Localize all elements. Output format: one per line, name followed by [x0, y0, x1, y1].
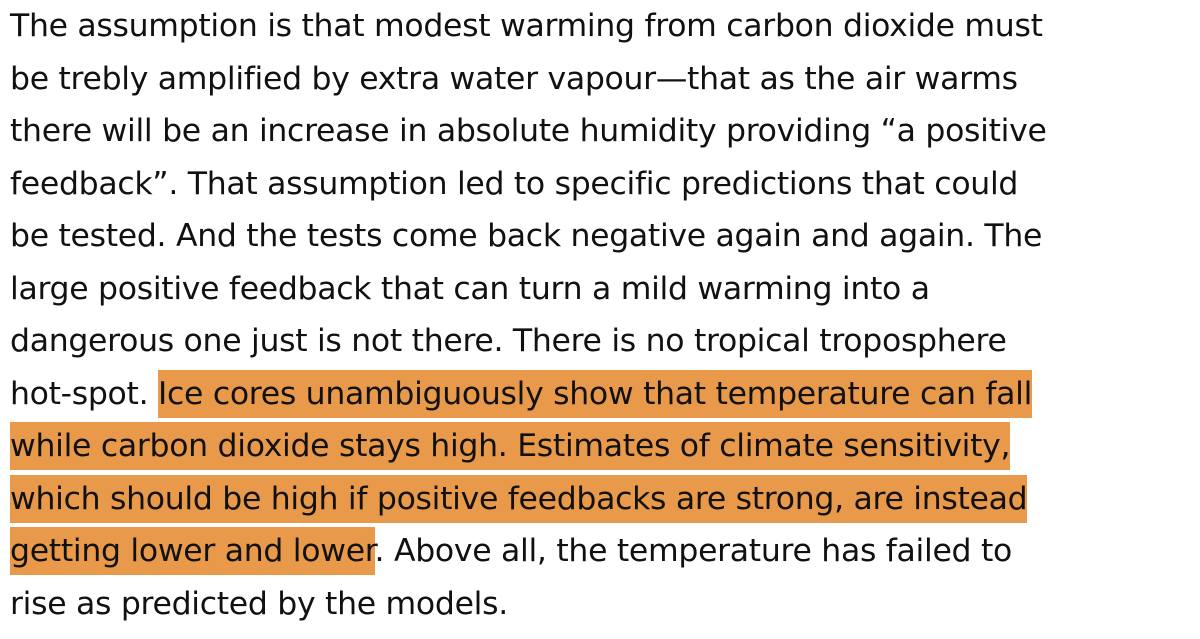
text-line: feedback”. That assumption led to specif… — [10, 158, 1200, 211]
text-segment: be tested. And the tests come back negat… — [10, 218, 1043, 254]
text-line: there will be an increase in absolute hu… — [10, 105, 1200, 158]
text-segment: be trebly amplified by extra water vapou… — [10, 60, 1018, 97]
text-line: while carbon dioxide stays high. Estimat… — [10, 420, 1200, 473]
highlighted-text: getting lower and lower — [10, 527, 375, 575]
article-paragraph: The assumption is that modest warming fr… — [10, 0, 1200, 630]
text-line: be trebly amplified by extra water vapou… — [10, 53, 1200, 106]
text-segment: dangerous one just is not there. There i… — [10, 323, 1007, 359]
text-segment: . Above all, the temperature has failed … — [374, 533, 1013, 569]
text-segment: there will be an increase in absolute hu… — [10, 113, 1047, 149]
text-segment: hot-spot. — [10, 375, 159, 412]
text-line: The assumption is that modest warming fr… — [10, 0, 1200, 53]
text-line: dangerous one just is not there. There i… — [10, 315, 1200, 368]
highlighted-text: Ice cores unambiguously show that temper… — [158, 369, 1032, 418]
text-line: hot-spot. Ice cores unambiguously show t… — [10, 368, 1200, 421]
text-line: rise as predicted by the models. — [10, 578, 1200, 631]
text-line: which should be high if positive feedbac… — [10, 473, 1200, 526]
highlighted-text: while carbon dioxide stays high. Estimat… — [10, 422, 1011, 470]
text-segment: feedback”. That assumption led to specif… — [10, 165, 1019, 202]
text-line: getting lower and lower. Above all, the … — [10, 525, 1200, 578]
text-line: large positive feedback that can turn a … — [10, 263, 1200, 316]
highlighted-text: which should be high if positive feedbac… — [10, 474, 1028, 523]
text-segment: The assumption is that modest warming fr… — [10, 8, 1043, 44]
text-segment: rise as predicted by the models. — [10, 585, 508, 622]
text-line: be tested. And the tests come back negat… — [10, 210, 1200, 263]
text-segment: large positive feedback that can turn a … — [10, 270, 930, 307]
